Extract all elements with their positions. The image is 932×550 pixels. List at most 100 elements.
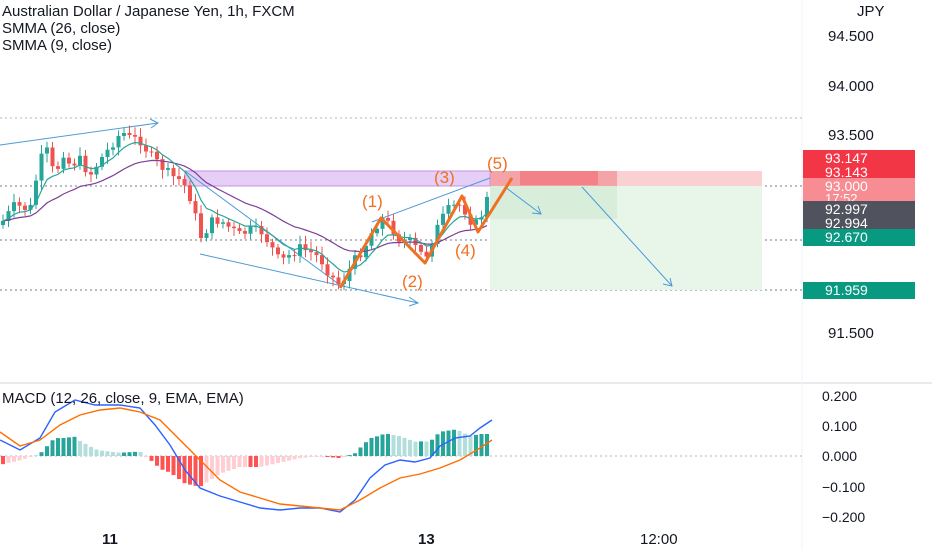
candle-body [78, 155, 82, 166]
macd-histogram-bar [259, 456, 264, 467]
macd-histogram-bar [347, 455, 352, 457]
indicator-smma-26-label[interactable]: SMMA (26, close) [2, 20, 121, 37]
candle-body [391, 220, 396, 235]
macd-histogram-bar [226, 456, 231, 471]
macd-histogram-bar [479, 434, 484, 456]
macd-histogram-bar [468, 436, 473, 456]
target2-price-tag: 91.959 [803, 282, 915, 299]
candle-body [298, 244, 302, 256]
candle-body [331, 275, 335, 278]
macd-histogram-bar [122, 452, 126, 456]
macd-histogram-bar [210, 456, 214, 479]
channel-line-lower-b[interactable] [199, 253, 419, 304]
wave-label-5[interactable]: (5) [487, 154, 508, 173]
candle-body [441, 213, 445, 225]
macd-histogram-bar [193, 456, 198, 486]
macd-histogram-bar [17, 456, 22, 461]
macd-title[interactable]: MACD (12, 26, close, 9, EMA, EMA) [2, 390, 244, 407]
candle-body [149, 151, 154, 153]
macd-histogram [1, 429, 489, 487]
price-scale-label: 93.500 [828, 127, 874, 144]
forecast-arrow-short-head [531, 205, 542, 215]
macd-histogram-bar [72, 436, 77, 456]
macd-histogram-bar [331, 456, 335, 458]
macd-histogram-bar [270, 456, 275, 465]
candle-body [160, 159, 165, 170]
macd-histogram-bar [430, 439, 434, 456]
candle-body [45, 147, 49, 154]
macd-histogram-bar [89, 446, 93, 456]
macd-histogram-bar [56, 438, 60, 456]
elliott-wave-line[interactable] [338, 177, 514, 289]
last-price-tag-2: 92.994 [803, 215, 915, 232]
macd-histogram-bar [463, 433, 467, 456]
candle-body [369, 233, 374, 246]
macd-histogram-bar [254, 456, 258, 467]
time-axis-label: 12:00 [640, 531, 678, 548]
candle-body [309, 250, 313, 253]
candle-body [12, 202, 16, 212]
candle-body [28, 204, 33, 210]
candle-body [452, 204, 456, 206]
channel-arrow-head-2 [408, 296, 420, 307]
macd-histogram-bar [397, 436, 401, 456]
macd-histogram-bar [188, 456, 192, 485]
candle-body [34, 180, 38, 205]
macd-histogram-bar [457, 430, 462, 456]
wave-label-3[interactable]: (3) [434, 168, 455, 187]
candle-body [138, 136, 143, 146]
candle-body [485, 196, 489, 218]
macd-histogram-bar [380, 434, 385, 456]
candle-body [237, 228, 242, 232]
macd-histogram-bar [50, 440, 55, 456]
wave-label-2[interactable]: (2) [402, 272, 423, 291]
macd-histogram-bar [292, 456, 297, 460]
stop-price-tag: 93.147 [803, 150, 915, 167]
indicator-smma-9-label[interactable]: SMMA (9, close) [2, 37, 113, 54]
macd-histogram-bar [28, 456, 33, 457]
candle-body [210, 217, 214, 234]
wave-label-1[interactable]: (1) [362, 192, 383, 211]
macd-histogram-bar [1, 456, 5, 465]
macd-histogram-bar [94, 449, 99, 456]
macd-histogram-bar [309, 456, 313, 457]
macd-histogram-bar [144, 456, 148, 457]
macd-histogram-bar [67, 437, 71, 456]
macd-histogram-bar [39, 452, 44, 456]
candle-body [23, 205, 27, 210]
candle-body [320, 255, 324, 265]
candle-body [325, 264, 330, 276]
target-zone-inner [490, 186, 617, 219]
macd-scale-label: −0.200 [822, 509, 866, 525]
price-scale-label: 94.000 [828, 78, 874, 95]
channel-line-top[interactable] [0, 122, 159, 146]
candle-body [413, 237, 418, 246]
macd-histogram-bar [342, 456, 346, 457]
forecast-arrow-long-head [662, 277, 673, 287]
macd-histogram-bar [83, 443, 88, 456]
macd-histogram-bar [325, 456, 330, 457]
macd-histogram-bar [413, 441, 418, 456]
candle-body [457, 204, 462, 206]
candle-body [303, 244, 308, 251]
candle-body [435, 224, 440, 245]
target1-price-tag: 92.670 [803, 229, 915, 246]
macd-histogram-bar [78, 440, 82, 456]
macd-histogram-bar [171, 456, 176, 476]
candle-body [281, 254, 286, 258]
candle-body [204, 233, 209, 239]
candle-body [446, 204, 451, 214]
macd-histogram-bar [116, 452, 121, 456]
candle-body [375, 228, 379, 234]
macd-histogram-bar [452, 429, 456, 456]
forecast-arrow-short[interactable] [504, 186, 542, 215]
channel-line-upper[interactable] [371, 177, 491, 223]
forecast-arrow-long[interactable] [581, 186, 673, 287]
candle-body [72, 163, 77, 166]
wave-label-4[interactable]: (4) [455, 241, 476, 260]
macd-histogram-bar [105, 451, 110, 456]
candle-body [133, 134, 137, 137]
candle-body [100, 157, 104, 167]
